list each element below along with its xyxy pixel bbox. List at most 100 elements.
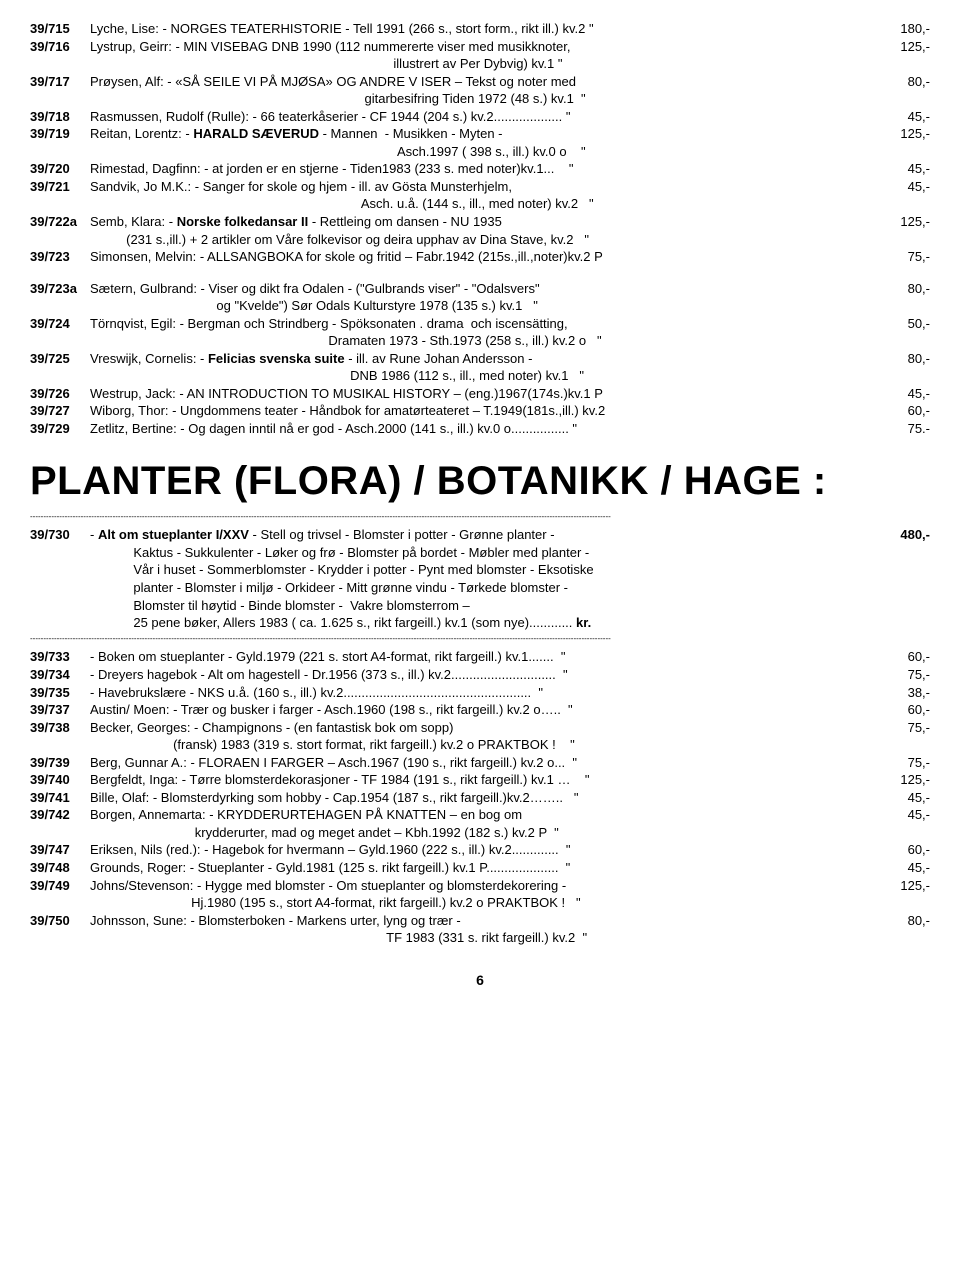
entry-body: Zetlitz, Bertine: - Og dagen inntil nå e… — [90, 420, 870, 438]
entry-body: Rasmussen, Rudolf (Rulle): - 66 teaterkå… — [90, 108, 870, 126]
entry-price: 80,- — [870, 350, 930, 385]
entry-tag: 39/737 — [30, 701, 90, 719]
entry-body: Simonsen, Melvin: - ALLSANGBOKA for skol… — [90, 248, 870, 266]
entry-body: Austin/ Moen: - Trær og busker i farger … — [90, 701, 870, 719]
entry-body: Johns/Stevenson: - Hygge med blomster - … — [90, 877, 870, 912]
entry-price: 125,- — [870, 771, 930, 789]
entry-tag: 39/729 — [30, 420, 90, 438]
catalog-entry: 39/725Vreswijk, Cornelis: - Felicias sve… — [30, 350, 930, 385]
entry-body: - Alt om stueplanter I/XXV - Stell og tr… — [90, 526, 870, 631]
entry-tag: 39/747 — [30, 841, 90, 859]
entry-body: Westrup, Jack: - AN INTRODUCTION TO MUSI… — [90, 385, 870, 403]
entry-body: Borgen, Annemarta: - KRYDDERURTEHAGEN PÅ… — [90, 806, 870, 841]
entry-tag: 39/726 — [30, 385, 90, 403]
entry-body: Semb, Klara: - Norske folkedansar II - R… — [90, 213, 870, 248]
entry-price: 80,- — [870, 280, 930, 315]
entry-price: 125,- — [870, 213, 930, 248]
entry-tag: 39/740 — [30, 771, 90, 789]
catalog-entry: 39/735- Havebrukslære - NKS u.å. (160 s.… — [30, 684, 930, 702]
catalog-entry: 39/727Wiborg, Thor: - Ungdommens teater … — [30, 402, 930, 420]
catalog-entry: 39/739Berg, Gunnar A.: - FLORAEN I FARGE… — [30, 754, 930, 772]
catalog-entry: 39/717Prøysen, Alf: - «SÅ SEILE VI PÅ MJ… — [30, 73, 930, 108]
catalog-entry: 39/738Becker, Georges: - Champignons - (… — [30, 719, 930, 754]
entry-body: Vreswijk, Cornelis: - Felicias svenska s… — [90, 350, 870, 385]
entry-body: Eriksen, Nils (red.): - Hagebok for hver… — [90, 841, 870, 859]
entry-body: Berg, Gunnar A.: - FLORAEN I FARGER – As… — [90, 754, 870, 772]
catalog-entry: 39/730- Alt om stueplanter I/XXV - Stell… — [30, 526, 930, 631]
entry-tag: 39/742 — [30, 806, 90, 841]
entry-tag: 39/749 — [30, 877, 90, 912]
catalog-entry: 39/723Simonsen, Melvin: - ALLSANGBOKA fo… — [30, 248, 930, 266]
catalog-entry: 39/722aSemb, Klara: - Norske folkedansar… — [30, 213, 930, 248]
catalog-entry: 39/721Sandvik, Jo M.K.: - Sanger for sko… — [30, 178, 930, 213]
entry-tag: 39/741 — [30, 789, 90, 807]
entry-price: 125,- — [870, 125, 930, 160]
entry-price: 60,- — [870, 701, 930, 719]
entry-body: Rimestad, Dagfinn: - at jorden er en stj… — [90, 160, 870, 178]
catalog-entry: 39/719Reitan, Lorentz: - HARALD SÆVERUD … — [30, 125, 930, 160]
entry-tag: 39/730 — [30, 526, 90, 631]
catalog-entry: 39/737Austin/ Moen: - Trær og busker i f… — [30, 701, 930, 719]
entry-tag: 39/723a — [30, 280, 90, 315]
catalog-entry: 39/726Westrup, Jack: - AN INTRODUCTION T… — [30, 385, 930, 403]
section-heading: PLANTER (FLORA) / BOTANIKK / HAGE : — [30, 454, 930, 508]
entry-price: 125,- — [870, 38, 930, 73]
entry-price: 60,- — [870, 841, 930, 859]
catalog-entry: 39/724Törnqvist, Egil: - Bergman och Str… — [30, 315, 930, 350]
entry-tag: 39/738 — [30, 719, 90, 754]
entry-tag: 39/739 — [30, 754, 90, 772]
entry-tag: 39/733 — [30, 648, 90, 666]
entry-price: 45,- — [870, 385, 930, 403]
catalog-entry: 39/741Bille, Olaf: - Blomsterdyrking som… — [30, 789, 930, 807]
entry-body: Becker, Georges: - Champignons - (en fan… — [90, 719, 870, 754]
entry-body: Johnsson, Sune: - Blomsterboken - Marken… — [90, 912, 870, 947]
catalog-entry: 39/715Lyche, Lise: - NORGES TEATERHISTOR… — [30, 20, 930, 38]
divider: ----------------------------------------… — [30, 634, 930, 645]
section-gap — [30, 266, 930, 280]
catalog-entry: 39/723aSætern, Gulbrand: - Viser og dikt… — [30, 280, 930, 315]
entry-tag: 39/721 — [30, 178, 90, 213]
entry-tag: 39/727 — [30, 402, 90, 420]
entry-tag: 39/716 — [30, 38, 90, 73]
entry-tag: 39/724 — [30, 315, 90, 350]
entry-price: 38,- — [870, 684, 930, 702]
catalog-entry: 39/747Eriksen, Nils (red.): - Hagebok fo… — [30, 841, 930, 859]
catalog-entry: 39/729Zetlitz, Bertine: - Og dagen innti… — [30, 420, 930, 438]
catalog-entry: 39/720Rimestad, Dagfinn: - at jorden er … — [30, 160, 930, 178]
entry-price: 45,- — [870, 178, 930, 213]
entry-price: 60,- — [870, 402, 930, 420]
entry-tag: 39/719 — [30, 125, 90, 160]
catalog-page: 39/715Lyche, Lise: - NORGES TEATERHISTOR… — [30, 20, 930, 947]
entry-tag: 39/718 — [30, 108, 90, 126]
entry-price: 125,- — [870, 877, 930, 912]
catalog-entry: 39/748Grounds, Roger: - Stueplanter - Gy… — [30, 859, 930, 877]
entry-price: 45,- — [870, 859, 930, 877]
entry-tag: 39/735 — [30, 684, 90, 702]
entry-tag: 39/717 — [30, 73, 90, 108]
entry-price: 45,- — [870, 806, 930, 841]
catalog-entry: 39/750Johnsson, Sune: - Blomsterboken - … — [30, 912, 930, 947]
entry-body: Wiborg, Thor: - Ungdommens teater - Hånd… — [90, 402, 870, 420]
entry-body: Reitan, Lorentz: - HARALD SÆVERUD - Mann… — [90, 125, 870, 160]
entry-price: 45,- — [870, 108, 930, 126]
entry-price: 180,- — [870, 20, 930, 38]
entry-price: 480,- — [870, 526, 930, 631]
entry-tag: 39/750 — [30, 912, 90, 947]
entry-body: Törnqvist, Egil: - Bergman och Strindber… — [90, 315, 870, 350]
entry-body: - Boken om stueplanter - Gyld.1979 (221 … — [90, 648, 870, 666]
entry-tag: 39/725 — [30, 350, 90, 385]
catalog-entry: 39/734- Dreyers hagebok - Alt om hageste… — [30, 666, 930, 684]
entry-price: 75,- — [870, 666, 930, 684]
entry-price: 75.- — [870, 420, 930, 438]
entry-body: - Havebrukslære - NKS u.å. (160 s., ill.… — [90, 684, 870, 702]
entry-body: Lystrup, Geirr: - MIN VISEBAG DNB 1990 (… — [90, 38, 870, 73]
entry-body: Lyche, Lise: - NORGES TEATERHISTORIE - T… — [90, 20, 870, 38]
entry-price: 75,- — [870, 719, 930, 754]
page-number: 6 — [30, 971, 930, 990]
entry-tag: 39/715 — [30, 20, 90, 38]
catalog-entry: 39/718Rasmussen, Rudolf (Rulle): - 66 te… — [30, 108, 930, 126]
entry-tag: 39/722a — [30, 213, 90, 248]
entry-tag: 39/748 — [30, 859, 90, 877]
entry-tag: 39/723 — [30, 248, 90, 266]
entry-body: - Dreyers hagebok - Alt om hagestell - D… — [90, 666, 870, 684]
